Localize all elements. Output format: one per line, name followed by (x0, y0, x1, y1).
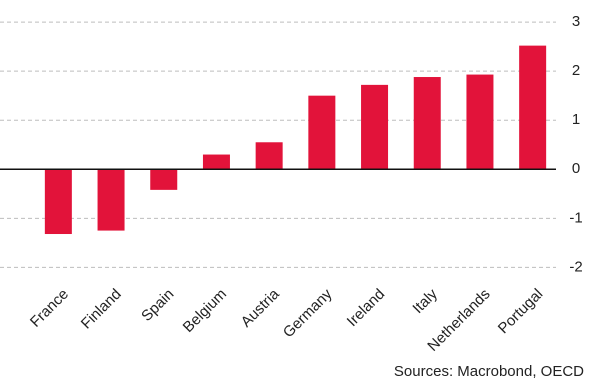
bar (44, 169, 72, 235)
x-tick-label: Spain (138, 286, 177, 325)
bar (519, 45, 547, 170)
source-note: Sources: Macrobond, OECD (394, 363, 584, 380)
x-tick-label: Belgium (180, 286, 230, 336)
y-tick-label: -2 (569, 258, 582, 275)
x-tick-label: Finland (78, 286, 125, 333)
x-tick-label: France (27, 286, 72, 331)
x-tick-label: Italy (409, 285, 441, 317)
x-tick-label: Portugal (495, 286, 547, 338)
x-tick-label: Austria (238, 285, 283, 330)
x-tick-label: Germany (280, 285, 336, 341)
bar (255, 142, 283, 170)
y-tick-label: 2 (572, 62, 580, 79)
y-tick-label: 0 (572, 160, 580, 177)
bar (308, 95, 336, 170)
y-tick-label: 1 (572, 111, 580, 128)
bar (466, 74, 494, 170)
bar (150, 169, 178, 190)
bar (202, 154, 230, 170)
y-tick-label: 3 (572, 13, 580, 30)
x-tick-label: Ireland (344, 286, 388, 330)
bar (361, 84, 389, 170)
bar (97, 169, 125, 231)
y-tick-label: -1 (569, 209, 582, 226)
bar (413, 77, 441, 170)
